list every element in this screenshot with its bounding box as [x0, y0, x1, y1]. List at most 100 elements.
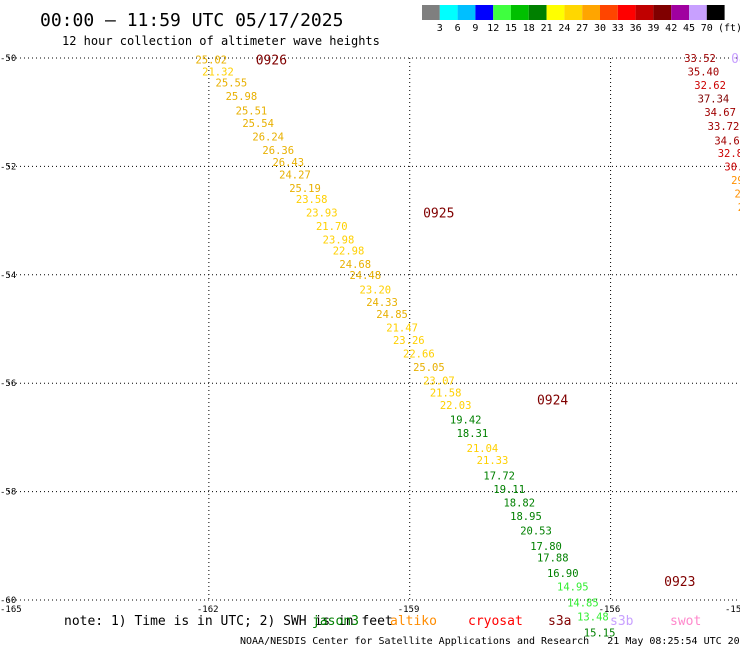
wave-height-label: 23.07: [423, 375, 455, 387]
wave-height-label: 21.47: [386, 322, 418, 334]
wave-height-label: 32.81: [718, 148, 740, 160]
scale-swatch: [493, 5, 511, 20]
wave-height-label: 13.48: [577, 611, 609, 623]
wave-height-label: 18.95: [510, 511, 542, 523]
wave-height-label: 15.15: [584, 628, 616, 640]
scale-swatch: [671, 5, 689, 20]
scale-tick-label: 6: [455, 23, 461, 34]
wave-height-label: 33.72: [708, 121, 740, 133]
scale-swatch: [600, 5, 618, 20]
plot-frame: [8, 58, 738, 600]
scale-swatch: [706, 5, 725, 20]
wave-height-label: 34.67: [704, 107, 736, 119]
wave-height-label: 25.19: [289, 183, 321, 195]
satellite-cryosat: cryosat: [468, 614, 523, 629]
color-scale-legend: 3 6 9 12 15 18 21 24 27 30 33 36 39 42 45 70: [422, 5, 725, 34]
wave-height-label: 22.98: [333, 245, 365, 257]
wave-height-label: 23.93: [306, 207, 338, 219]
wave-height-label: 32.62: [694, 80, 726, 92]
wave-height-label: 21.58: [430, 387, 462, 399]
scale-swatch: [689, 5, 707, 20]
x-tick-label: -156: [599, 605, 621, 615]
wave-height-label: 29.9: [734, 189, 740, 201]
scale-tick-label: 27: [576, 23, 588, 34]
scale-tick-label: 42: [665, 23, 677, 34]
scale-swatch: [546, 5, 565, 20]
wave-height-label: 25.55: [216, 77, 248, 89]
scale-tick-label: 9: [472, 23, 478, 34]
y-tick-label: -58: [0, 488, 16, 498]
satellite-s3b: s3b: [610, 614, 634, 629]
x-tick-label: -165: [0, 605, 22, 615]
scale-swatch: [564, 5, 583, 20]
wave-height-label: 23.26: [393, 335, 425, 347]
x-tick-label: -162: [197, 605, 219, 615]
scale-tick-label: 30: [594, 23, 606, 34]
wave-height-label: 24.68: [339, 259, 371, 271]
credit-line: NOAA/NESDIS Center for Satellite Applica…: [240, 636, 740, 647]
scale-swatch: [617, 5, 636, 20]
scale-swatch: [475, 5, 494, 20]
scale-swatch: [422, 5, 440, 20]
wave-height-label: 14.95: [557, 581, 589, 593]
wave-height-label: 25.54: [242, 118, 274, 130]
satellite-altiko: altiko: [390, 614, 437, 629]
scale-unit: (ft): [718, 23, 740, 34]
pass-time-label: 0847: [731, 52, 740, 67]
wave-height-label: 19.11: [493, 484, 525, 496]
wave-height-label: 25.51: [236, 106, 268, 118]
pass-time-label: 0923: [664, 575, 695, 590]
chart-title: 00:00 – 11:59 UTC 05/17/2025: [40, 10, 343, 31]
scale-swatch: [511, 5, 529, 20]
scale-swatch: [457, 5, 476, 20]
wave-height-label: 25.02: [195, 55, 227, 67]
wave-height-label: 33.52: [684, 53, 716, 65]
wave-height-label: 30.56: [724, 161, 740, 173]
chart-subtitle: 12 hour collection of altimeter wave hei…: [62, 34, 380, 48]
wave-height-label: 26.24: [252, 132, 284, 144]
scale-tick-label: 12: [487, 23, 499, 34]
satellite-swot: swot: [670, 614, 701, 629]
wave-height-label: 16.90: [547, 568, 579, 580]
scale-swatch: [528, 5, 547, 20]
scale-tick-label: 45: [683, 23, 695, 34]
scale-swatch: [635, 5, 654, 20]
wave-height-label: 24.48: [349, 270, 381, 282]
wave-height-label: 17.80: [530, 541, 562, 553]
y-tick-label: -52: [0, 162, 16, 172]
wave-height-label: 18.31: [457, 428, 489, 440]
x-tick-label: -15: [725, 605, 740, 615]
scale-tick-label: 70: [701, 23, 713, 34]
scale-swatch: [653, 5, 672, 20]
y-tick-labels: -50 -52 -54 -56 -58 -60: [0, 54, 16, 606]
pass-time-label: 0926: [256, 54, 287, 69]
scale-tick-label: 39: [647, 23, 659, 34]
wave-height-label: 23.20: [360, 284, 392, 296]
scale-tick-label: 33: [612, 23, 624, 34]
wave-height-label: 21.32: [202, 67, 234, 79]
scale-tick-label: 3: [437, 23, 443, 34]
wave-height-label: 21.70: [316, 221, 348, 233]
scale-tick-label: 15: [505, 23, 517, 34]
wave-height-label: 25.05: [413, 362, 445, 374]
scale-tick-label: 36: [630, 23, 642, 34]
pass-labels: 0926 0925 0924 0923 0847: [256, 52, 740, 590]
satellite-s3a: s3a: [548, 614, 571, 629]
wave-height-label: 28: [738, 202, 740, 214]
wave-height-label: 20.53: [520, 526, 552, 538]
scale-swatch: [439, 5, 458, 20]
y-tick-label: -56: [0, 379, 16, 389]
wave-height-label: 25.98: [226, 91, 258, 103]
wave-height-label: 22.03: [440, 400, 472, 412]
pass-time-label: 0924: [537, 393, 568, 408]
y-tick-label: -54: [0, 271, 16, 281]
scale-tick-label: 21: [541, 23, 553, 34]
wave-height-label: 24.27: [279, 170, 311, 182]
wave-height-label: 23.58: [296, 194, 328, 206]
wave-height-label: 34.64: [714, 135, 740, 147]
wave-height-label: 29.12: [731, 175, 740, 187]
note-text: note: 1) Time is in UTC; 2) SWH is in fe…: [64, 614, 393, 629]
wave-height-label: 23.98: [323, 235, 355, 247]
